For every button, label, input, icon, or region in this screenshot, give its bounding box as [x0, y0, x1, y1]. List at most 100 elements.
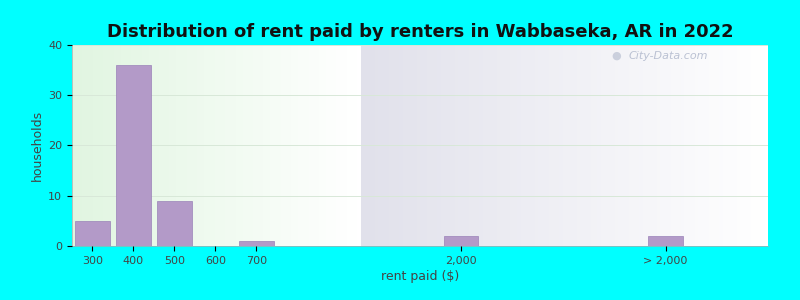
Bar — [82, 45, 86, 246]
Bar — [124, 45, 128, 246]
Bar — [486, 45, 490, 246]
Bar — [472, 45, 476, 246]
Bar — [542, 45, 546, 246]
Bar — [611, 45, 615, 246]
Bar — [103, 45, 107, 246]
Bar — [462, 45, 466, 246]
Bar — [580, 45, 583, 246]
Bar — [211, 45, 214, 246]
Bar — [93, 45, 96, 246]
Title: Distribution of rent paid by renters in Wabbaseka, AR in 2022: Distribution of rent paid by renters in … — [106, 23, 734, 41]
Bar — [594, 45, 598, 246]
Bar — [420, 45, 423, 246]
Bar — [740, 45, 744, 246]
Bar — [765, 45, 768, 246]
Bar — [754, 45, 758, 246]
Bar — [444, 45, 448, 246]
Bar — [389, 45, 392, 246]
Bar — [337, 45, 340, 246]
Bar — [201, 45, 204, 246]
Bar — [90, 45, 93, 246]
Bar — [131, 45, 134, 246]
Bar — [232, 45, 235, 246]
Bar — [615, 45, 618, 246]
Bar — [110, 45, 114, 246]
Bar — [96, 45, 100, 246]
Bar — [176, 45, 180, 246]
Bar — [72, 45, 75, 246]
Bar — [761, 45, 765, 246]
Bar — [750, 45, 754, 246]
Bar — [128, 45, 131, 246]
Bar — [284, 45, 288, 246]
Bar — [413, 45, 417, 246]
Bar — [733, 45, 737, 246]
Bar — [190, 45, 194, 246]
Bar — [587, 45, 590, 246]
Bar — [180, 45, 183, 246]
Bar — [121, 45, 124, 246]
Bar — [204, 45, 208, 246]
Bar — [618, 45, 622, 246]
Bar — [149, 45, 152, 246]
Bar — [291, 45, 294, 246]
Bar — [726, 45, 730, 246]
Bar — [709, 45, 712, 246]
Bar — [747, 45, 750, 246]
Bar — [497, 45, 500, 246]
Bar — [225, 45, 229, 246]
Bar — [678, 45, 681, 246]
Bar — [288, 45, 291, 246]
Bar — [642, 45, 646, 246]
Bar — [500, 45, 503, 246]
Bar — [253, 45, 257, 246]
Bar — [315, 45, 319, 246]
Bar — [503, 45, 507, 246]
Bar — [157, 201, 192, 246]
Bar — [716, 45, 719, 246]
Bar — [629, 45, 632, 246]
Bar — [622, 45, 626, 246]
Bar — [322, 45, 326, 246]
Bar — [406, 45, 410, 246]
Bar — [514, 45, 518, 246]
Text: City-Data.com: City-Data.com — [629, 51, 708, 61]
Bar — [441, 45, 444, 246]
Bar — [257, 45, 260, 246]
Bar — [222, 45, 225, 246]
Bar — [138, 45, 142, 246]
Bar — [712, 45, 716, 246]
Bar — [229, 45, 232, 246]
Bar — [152, 45, 155, 246]
Bar — [455, 45, 458, 246]
Bar — [657, 45, 660, 246]
Bar — [166, 45, 170, 246]
Bar — [218, 45, 222, 246]
Bar — [691, 45, 695, 246]
Bar — [434, 45, 438, 246]
Bar — [417, 45, 420, 246]
Bar — [559, 45, 562, 246]
Bar — [198, 45, 201, 246]
Bar — [305, 45, 309, 246]
Bar — [639, 45, 642, 246]
Bar — [549, 45, 552, 246]
Bar — [667, 45, 670, 246]
Bar — [402, 45, 406, 246]
Bar — [364, 45, 368, 246]
Bar — [443, 236, 478, 246]
Bar — [493, 45, 497, 246]
Bar — [626, 45, 629, 246]
Bar — [737, 45, 740, 246]
Bar — [482, 45, 486, 246]
Bar — [260, 45, 263, 246]
Bar — [242, 45, 246, 246]
Bar — [281, 45, 284, 246]
Bar — [142, 45, 145, 246]
Bar — [458, 45, 462, 246]
Bar — [648, 236, 683, 246]
Bar — [371, 45, 374, 246]
Bar — [577, 45, 580, 246]
Bar — [145, 45, 149, 246]
Bar — [107, 45, 110, 246]
